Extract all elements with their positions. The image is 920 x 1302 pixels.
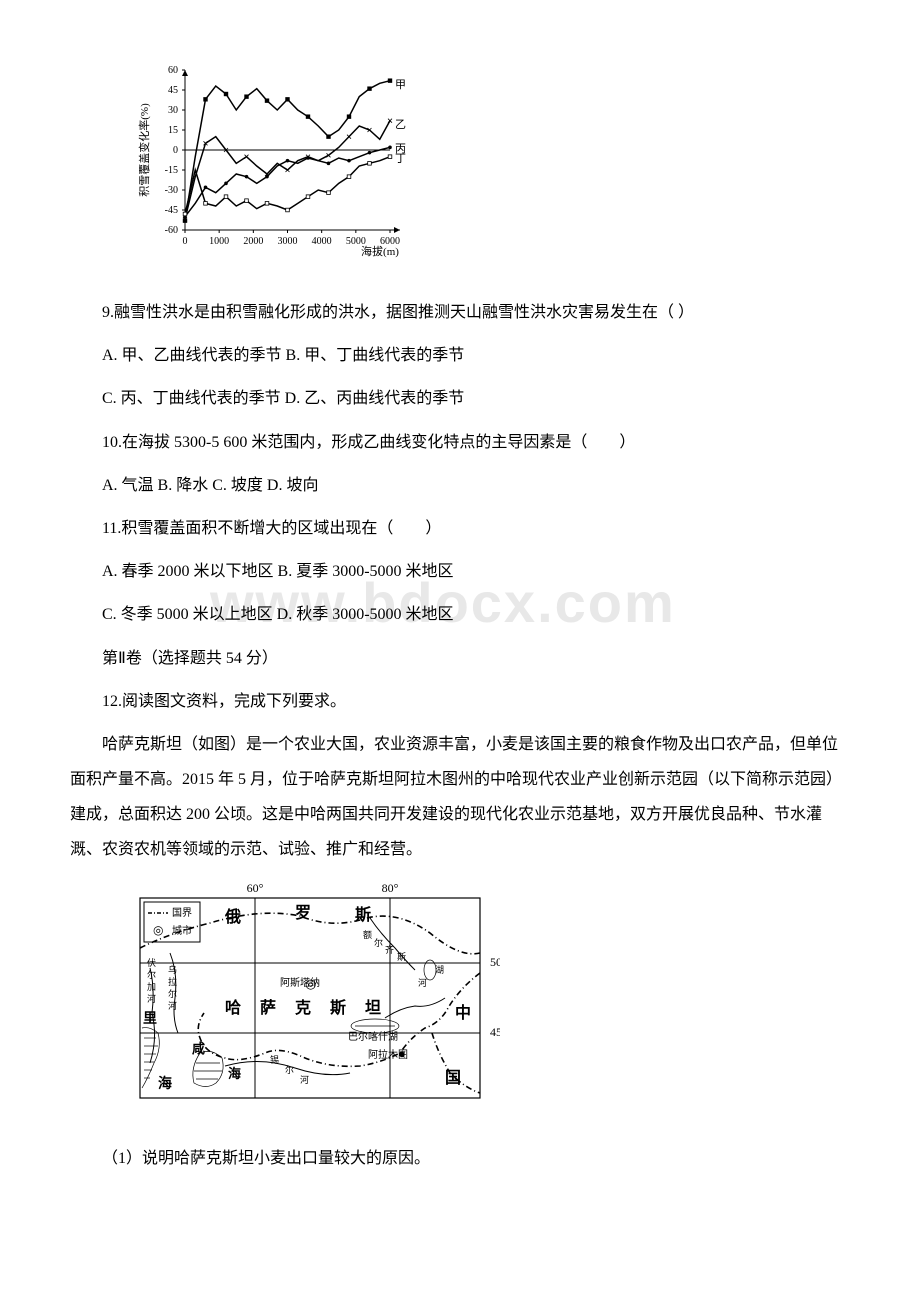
svg-text:尔: 尔 xyxy=(168,988,177,999)
svg-text:斯: 斯 xyxy=(397,951,406,962)
svg-text:30: 30 xyxy=(168,105,178,116)
map-lon60: 60° xyxy=(247,881,264,895)
label-yi: 乙 xyxy=(395,118,406,131)
legend-city: 城市 xyxy=(172,924,192,937)
label-russia-1: 俄 xyxy=(224,907,241,926)
map-lat50: 50° xyxy=(490,955,500,969)
label-jia: 甲 xyxy=(395,79,406,91)
label-cn-1: 中 xyxy=(455,1003,471,1022)
label-almaty: 阿拉木图 xyxy=(368,1048,408,1061)
svg-text:-15: -15 xyxy=(165,165,178,176)
label-volga: 伏 xyxy=(147,957,156,968)
svg-text:河: 河 xyxy=(418,977,427,988)
svg-text:湖: 湖 xyxy=(435,965,444,975)
label-aral-1: 咸 xyxy=(192,1041,205,1056)
label-astana: 阿斯塔纳 xyxy=(280,976,320,989)
svg-text:1000: 1000 xyxy=(209,236,229,247)
label-kz-1: 哈 xyxy=(225,998,241,1017)
q9-opts-cd: C. 丙、丁曲线代表的季节 D. 乙、丙曲线代表的季节 xyxy=(70,381,850,416)
q11-opts-ab: A. 春季 2000 米以下地区 B. 夏季 3000-5000 米地区 xyxy=(70,554,850,589)
svg-text:45: 45 xyxy=(168,85,178,96)
svg-text:加: 加 xyxy=(147,982,156,992)
chart1-xlabel: 海拔(m) xyxy=(361,244,399,258)
svg-text:15: 15 xyxy=(168,125,178,136)
svg-text:2000: 2000 xyxy=(243,236,263,247)
q12-sub1: （1）说明哈萨克斯坦小麦出口量较大的原因。 xyxy=(70,1141,850,1176)
label-irtysh-1: 额 xyxy=(363,929,372,940)
svg-text:0: 0 xyxy=(183,236,188,247)
svg-text:-45: -45 xyxy=(165,205,178,216)
svg-text:齐: 齐 xyxy=(385,944,394,955)
svg-text:河: 河 xyxy=(300,1074,309,1085)
q11-stem: 11.积雪覆盖面积不断增大的区域出现在（ ） xyxy=(70,511,850,546)
label-kz-2: 萨 xyxy=(260,999,276,1017)
q9-opts-ab: A. 甲、乙曲线代表的季节 B. 甲、丁曲线代表的季节 xyxy=(70,338,850,373)
svg-text:4000: 4000 xyxy=(312,236,332,247)
label-ding: 丁 xyxy=(395,153,406,165)
snow-cover-chart: -60-45-30-15015304560 010002000300040005… xyxy=(130,60,850,275)
q11-opts-cd: C. 冬季 5000 米以上地区 D. 秋季 3000-5000 米地区 xyxy=(70,597,850,632)
svg-text:河: 河 xyxy=(147,993,156,1004)
label-kz-5: 坦 xyxy=(365,999,381,1017)
label-aral-2: 海 xyxy=(228,1066,241,1081)
label-kz-3: 克 xyxy=(295,998,311,1017)
q12-passage: 哈萨克斯坦（如图）是一个农业大国，农业资源丰富，小麦是该国主要的粮食作物及出口农… xyxy=(70,727,850,868)
label-cn-2: 国 xyxy=(445,1069,461,1087)
svg-text:拉: 拉 xyxy=(168,976,177,987)
q12-stem: 12.阅读图文资料，完成下列要求。 xyxy=(70,684,850,719)
svg-text:3000: 3000 xyxy=(278,236,298,247)
q10-stem: 10.在海拔 5300-5 600 米范围内，形成乙曲线变化特点的主导因素是（ … xyxy=(70,425,850,460)
label-kz-4: 斯 xyxy=(330,998,346,1017)
svg-text:-60: -60 xyxy=(165,225,178,236)
svg-text:60: 60 xyxy=(168,65,178,76)
svg-text:河: 河 xyxy=(168,1000,177,1011)
label-caspian-2: 海 xyxy=(158,1075,172,1092)
section2-heading: 第Ⅱ卷（选择题共 54 分） xyxy=(70,641,850,676)
label-caspian-1: 里 xyxy=(143,1011,157,1027)
label-russia-3: 斯 xyxy=(355,905,371,924)
kazakhstan-map: 60° 80° 50° 45° 国界 ◎ 城市 xyxy=(130,878,850,1121)
legend-marker: ◎ xyxy=(153,923,163,937)
legend-border: 国界 xyxy=(172,907,192,919)
q10-opts: A. 气温 B. 降水 C. 坡度 D. 坡向 xyxy=(70,468,850,503)
chart1-ylabel: 积雪覆盖变化率(%) xyxy=(137,103,151,197)
label-balkash: 巴尔喀什湖 xyxy=(348,1030,398,1043)
svg-text:尔: 尔 xyxy=(374,937,383,948)
map-lat45: 45° xyxy=(490,1025,500,1039)
label-russia-2: 罗 xyxy=(295,904,311,922)
svg-text:尔: 尔 xyxy=(147,969,156,980)
svg-text:0: 0 xyxy=(173,145,178,156)
svg-text:-30: -30 xyxy=(165,185,178,196)
label-ural: 乌 xyxy=(168,964,177,975)
map-lon80: 80° xyxy=(382,881,399,895)
q9-stem: 9.融雪性洪水是由积雪融化形成的洪水，据图推测天山融雪性洪水灾害易发生在（ ） xyxy=(70,295,850,330)
